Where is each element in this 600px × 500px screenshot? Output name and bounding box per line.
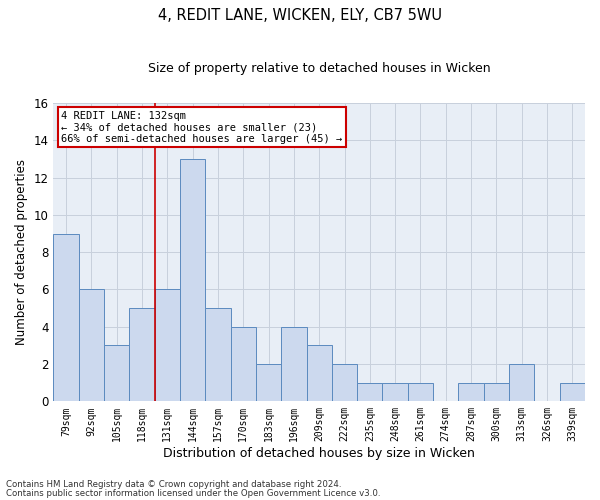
Y-axis label: Number of detached properties: Number of detached properties [15,159,28,345]
Bar [307,346,332,402]
Bar [104,346,130,402]
Text: 4 REDIT LANE: 132sqm
← 34% of detached houses are smaller (23)
66% of semi-detac: 4 REDIT LANE: 132sqm ← 34% of detached h… [61,110,343,144]
Text: Contains public sector information licensed under the Open Government Licence v3: Contains public sector information licen… [6,488,380,498]
Bar [560,382,585,402]
Bar [230,327,256,402]
Bar [408,382,433,402]
Bar [382,382,408,402]
Title: Size of property relative to detached houses in Wicken: Size of property relative to detached ho… [148,62,491,76]
X-axis label: Distribution of detached houses by size in Wicken: Distribution of detached houses by size … [163,447,475,460]
Bar [332,364,357,402]
Bar [256,364,281,402]
Bar [281,327,307,402]
Text: Contains HM Land Registry data © Crown copyright and database right 2024.: Contains HM Land Registry data © Crown c… [6,480,341,489]
Bar [357,382,382,402]
Bar [130,308,155,402]
Bar [205,308,230,402]
Bar [79,290,104,402]
Bar [180,159,205,402]
Bar [53,234,79,402]
Bar [484,382,509,402]
Bar [458,382,484,402]
Text: 4, REDIT LANE, WICKEN, ELY, CB7 5WU: 4, REDIT LANE, WICKEN, ELY, CB7 5WU [158,8,442,22]
Bar [155,290,180,402]
Bar [509,364,535,402]
